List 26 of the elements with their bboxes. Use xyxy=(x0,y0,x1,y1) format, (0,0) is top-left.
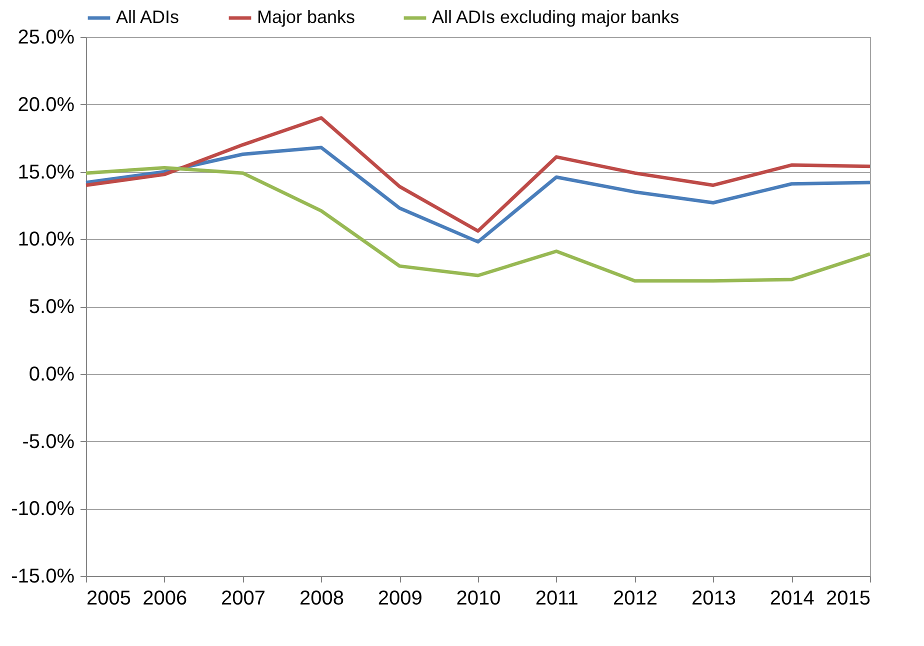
y-tick-label: 15.0% xyxy=(18,161,75,184)
legend-label: Major banks xyxy=(257,7,356,27)
x-tick-label: 2013 xyxy=(691,588,736,610)
y-tick-label: 25.0% xyxy=(18,26,75,48)
x-tick-label: 2006 xyxy=(142,588,188,610)
x-tick-label: 2010 xyxy=(456,588,501,610)
line-series xyxy=(84,166,872,283)
x-tick-label: 2009 xyxy=(378,588,422,610)
y-tick-label: 10.0% xyxy=(18,228,75,251)
x-tick-label: 2012 xyxy=(613,588,658,610)
y-tick-label: 20.0% xyxy=(18,94,75,116)
legend-label: All ADIs xyxy=(116,7,180,27)
x-tick-label: 2005 xyxy=(86,588,131,610)
legend-label: All ADIs excluding major banks xyxy=(432,7,680,27)
x-tick-label: 2015 xyxy=(826,588,870,610)
line-series xyxy=(84,116,872,233)
y-tick-label: -10.0% xyxy=(11,498,75,520)
y-tick-label: -15.0% xyxy=(11,566,75,588)
x-tick-label: 2007 xyxy=(221,588,266,610)
y-tick-label: -5.0% xyxy=(22,430,75,453)
line-series xyxy=(84,146,872,244)
x-tick-label: 2008 xyxy=(299,588,344,610)
y-tick-label: 5.0% xyxy=(28,296,75,318)
x-tick-label: 2011 xyxy=(535,588,578,610)
y-tick-label: 0.0% xyxy=(28,363,75,386)
x-tick-label: 2014 xyxy=(770,588,814,610)
